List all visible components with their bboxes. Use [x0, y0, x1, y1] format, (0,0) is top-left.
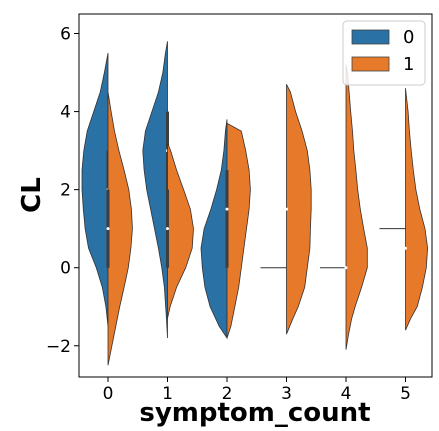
violin-half-series-0-cat-1: [142, 41, 168, 338]
violin-half-series-1-cat-2: [226, 122, 251, 339]
violin-half-series-0-cat-0: [81, 52, 109, 327]
y-tick-label: 0: [60, 259, 71, 279]
violin-half-series-1-cat-3: [286, 84, 312, 335]
x-tick-label: 3: [281, 384, 292, 404]
x-tick-label: 4: [341, 384, 352, 404]
y-axis-label: CL: [17, 177, 47, 213]
y-tick-label: 4: [60, 103, 71, 123]
legend-label-1: 1: [403, 54, 414, 75]
x-axis: 0 1 2 3 4 5: [103, 377, 411, 404]
y-tick-label: −2: [46, 337, 71, 357]
legend-swatch-0: [351, 29, 390, 45]
legend: 0 1: [342, 20, 426, 86]
x-tick-label: 5: [400, 384, 411, 404]
x-axis-label: symptom_count: [139, 398, 370, 428]
median-mark-series-1-cat-2: [225, 207, 229, 211]
violin-half-series-1-cat-4: [345, 64, 368, 350]
median-mark-series-1-cat-4: [344, 266, 348, 270]
violin-half-series-0-cat-2: [200, 119, 228, 340]
legend-label-0: 0: [403, 27, 414, 48]
median-mark-series-1-cat-0: [106, 227, 110, 231]
violin-group: [81, 41, 429, 366]
median-mark-series-1-cat-3: [285, 207, 288, 211]
median-mark-series-1-cat-5: [404, 246, 407, 250]
violin-half-series-1-cat-1: [167, 142, 194, 319]
y-tick-label: 2: [60, 181, 71, 201]
median-mark-series-1-cat-1: [166, 227, 169, 231]
violin-half-series-1-cat-0: [107, 92, 133, 366]
y-axis: −2 0 2 4 6: [46, 25, 79, 357]
y-tick-label: 6: [60, 25, 71, 45]
legend-swatch-1: [351, 56, 390, 72]
x-tick-label: 2: [222, 384, 233, 404]
x-tick-label: 1: [162, 384, 173, 404]
violin-half-series-1-cat-5: [405, 88, 429, 331]
x-tick-label: 0: [103, 384, 114, 404]
